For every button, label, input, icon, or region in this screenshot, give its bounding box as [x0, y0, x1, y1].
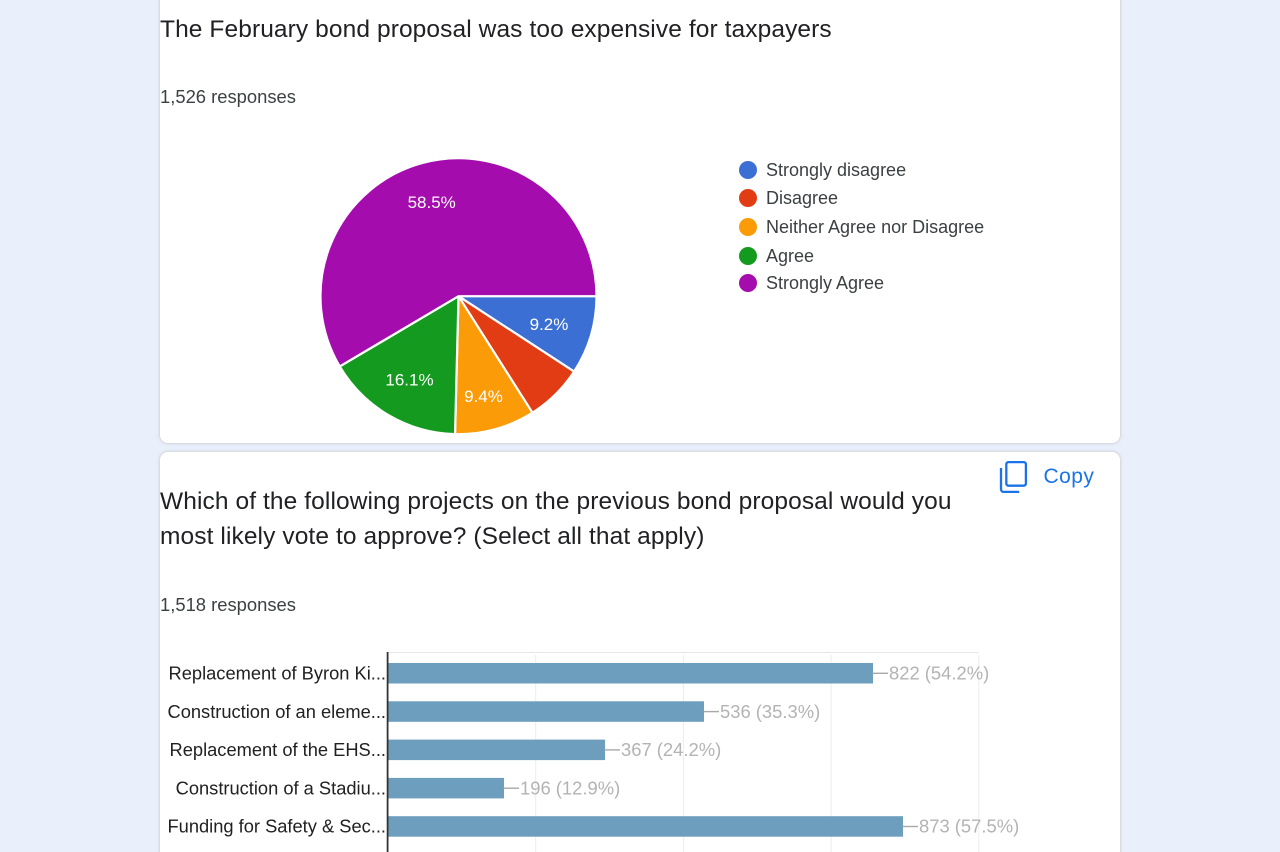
svg-text:Replacement of the EHS...: Replacement of the EHS... — [170, 739, 386, 760]
svg-text:Replacement of Byron Ki...: Replacement of Byron Ki... — [169, 663, 386, 684]
svg-text:Construction of an eleme...: Construction of an eleme... — [168, 701, 386, 722]
svg-text:196 (12.9%): 196 (12.9%) — [520, 777, 620, 798]
svg-text:822 (54.2%): 822 (54.2%) — [889, 663, 989, 684]
svg-text:873 (57.5%): 873 (57.5%) — [919, 816, 1019, 837]
svg-text:Funding for Safety & Sec...: Funding for Safety & Sec... — [168, 816, 386, 837]
svg-text:536 (35.3%): 536 (35.3%) — [720, 701, 820, 722]
svg-text:58.5%: 58.5% — [408, 193, 456, 212]
svg-text:Construction of a Stadiu...: Construction of a Stadiu... — [176, 777, 386, 798]
svg-text:16.1%: 16.1% — [385, 371, 433, 390]
svg-text:9.4%: 9.4% — [464, 387, 503, 406]
svg-text:9.2%: 9.2% — [530, 315, 569, 334]
svg-text:367 (24.2%): 367 (24.2%) — [621, 739, 721, 760]
